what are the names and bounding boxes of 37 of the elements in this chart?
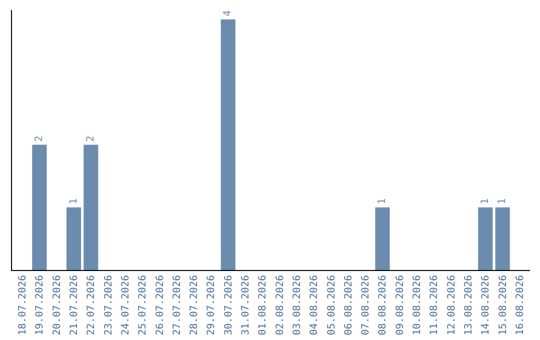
x-tick-label: 24.07.2026 (120, 275, 132, 336)
data-label: 4 (222, 10, 234, 16)
data-label: 1 (480, 198, 491, 204)
x-tick-label: 16.08.2026 (514, 275, 526, 336)
x-tick-label: 01.08.2026 (258, 275, 269, 336)
x-tick-label: 05.08.2026 (326, 275, 338, 336)
data-label: 2 (34, 136, 45, 142)
x-tick-label: 13.08.2026 (464, 275, 474, 336)
x-tick-label: 04.08.2026 (309, 275, 320, 336)
x-tick-label: 07.08.2026 (360, 275, 372, 336)
x-tick-label: 25.07.2026 (138, 275, 149, 336)
x-tick-label: 06.08.2026 (343, 275, 354, 336)
x-tick-label: 23.07.2026 (103, 275, 114, 336)
x-tick-label: 11.08.2026 (429, 275, 440, 336)
x-tick-label: 27.07.2026 (172, 275, 183, 336)
x-tick-label: 28.07.2026 (189, 275, 200, 336)
x-tick-label: 12.08.2026 (446, 275, 458, 336)
x-tick-label: 09.08.2026 (394, 275, 406, 336)
data-label: 2 (85, 136, 96, 142)
x-tick-label: 03.08.2026 (292, 275, 303, 336)
x-tick-label: 14.08.2026 (480, 275, 492, 336)
x-tick-label: 31.07.2026 (240, 275, 252, 336)
data-label: 1 (68, 198, 80, 204)
x-tick-label: 19.07.2026 (34, 275, 46, 336)
x-tick-label: 18.07.2026 (18, 275, 29, 336)
x-tick-label: 26.07.2026 (154, 275, 166, 336)
x-tick-label: 22.07.2026 (86, 275, 98, 336)
x-tick-label: 30.07.2026 (223, 275, 234, 336)
x-tick-label: 21.07.2026 (69, 275, 80, 336)
x-tick-label: 10.08.2026 (412, 275, 424, 336)
x-tick-label: 02.08.2026 (274, 275, 286, 336)
data-label: 1 (497, 198, 508, 204)
x-tick-label: 29.07.2026 (206, 275, 218, 336)
x-tick-label: 15.08.2026 (498, 275, 509, 336)
data-label: 1 (376, 198, 388, 204)
x-tick-label: 08.08.2026 (378, 275, 389, 336)
x-tick-label: 20.07.2026 (52, 275, 63, 336)
